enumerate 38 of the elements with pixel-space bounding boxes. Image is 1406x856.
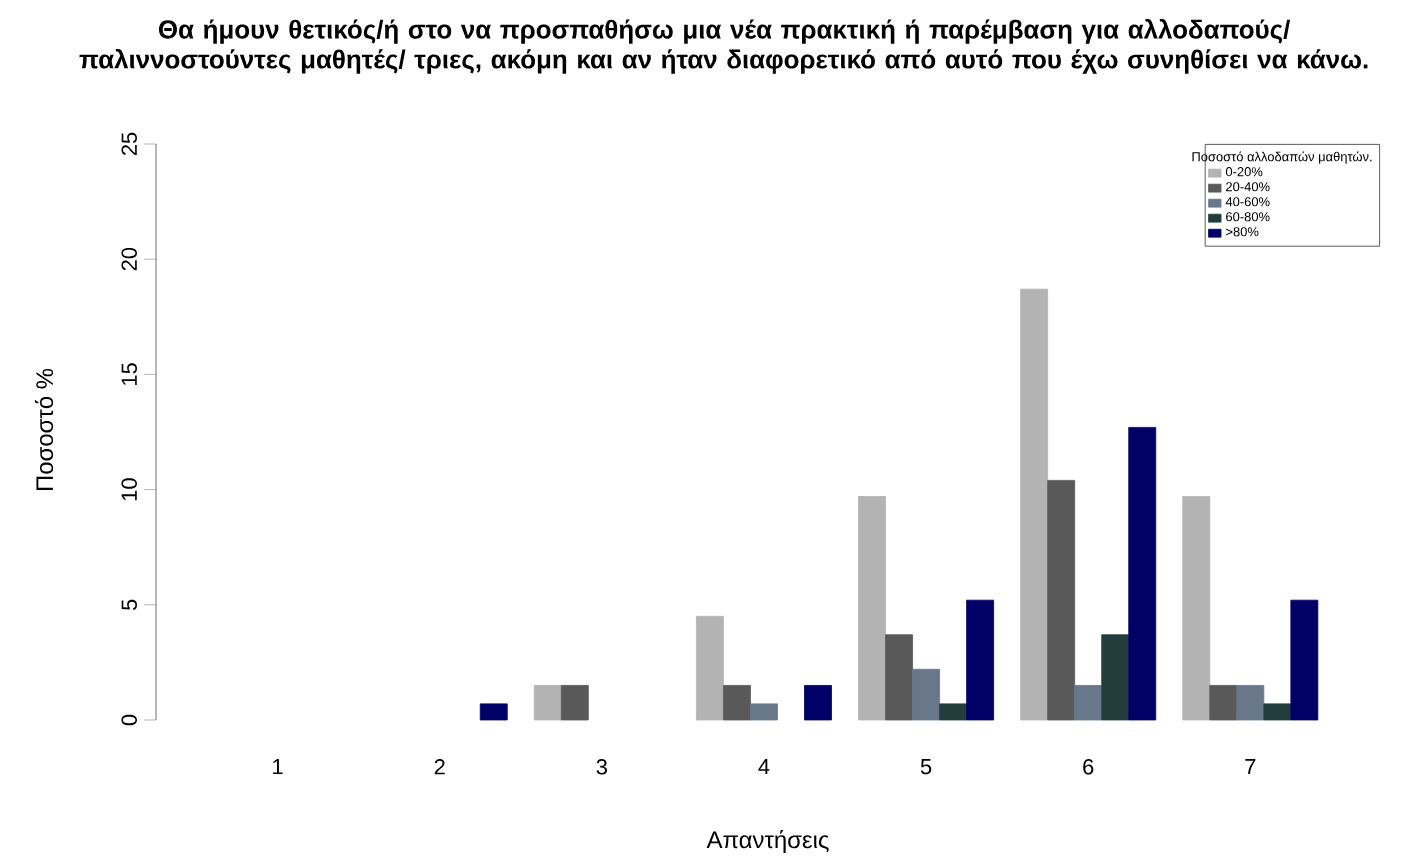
bar [1047, 479, 1076, 721]
x-tick-label: 6 [1083, 759, 1094, 775]
x-tick-label: 4 [758, 759, 770, 775]
bar [1074, 685, 1103, 721]
bar [479, 703, 508, 721]
x-tick-label: 3 [596, 759, 607, 775]
chart-title: Θα ήμουν θετικός/ή στο να προσπαθήσω μια νέα πρακτική ή παρέμβαση για αλλοδαπούς/ παλιννοστούντες μαθητές/ τριες, ακόμη και αν ήταν διαφορετικό από αυτό που έχω συνηθίσει να κάνω. [79, 19, 1368, 74]
bar [1101, 634, 1130, 721]
bar [966, 599, 995, 721]
bar [1182, 496, 1211, 721]
bar [560, 685, 589, 721]
x-tick-label: 5 [920, 759, 932, 775]
y-tick-label: 25 [121, 132, 137, 156]
y-tick-label: 15 [121, 363, 137, 385]
y-tick-label: 0 [121, 714, 137, 726]
bar [858, 496, 886, 721]
bar [1236, 685, 1265, 721]
bar [750, 703, 778, 721]
x-tick-label: 1 [273, 759, 283, 775]
bar [696, 615, 724, 721]
bar [885, 634, 913, 721]
x-tick-label: 7 [1245, 759, 1256, 775]
bar [1020, 288, 1049, 721]
bar [939, 703, 967, 721]
bar [1290, 599, 1319, 721]
y-tick-label: 20 [121, 247, 137, 271]
bar [533, 685, 562, 721]
bar [723, 685, 751, 721]
bar [1209, 685, 1238, 721]
bar [1263, 703, 1292, 721]
bar [1128, 426, 1157, 721]
bar [804, 685, 832, 721]
x-axis-title: Απαντήσεις [706, 830, 829, 853]
y-axis-title: Ποσοστό % [34, 368, 54, 491]
x-tick-label: 2 [434, 759, 445, 775]
y-tick-label: 5 [121, 599, 137, 611]
y-tick-label: 10 [121, 478, 137, 501]
bar [912, 668, 940, 721]
